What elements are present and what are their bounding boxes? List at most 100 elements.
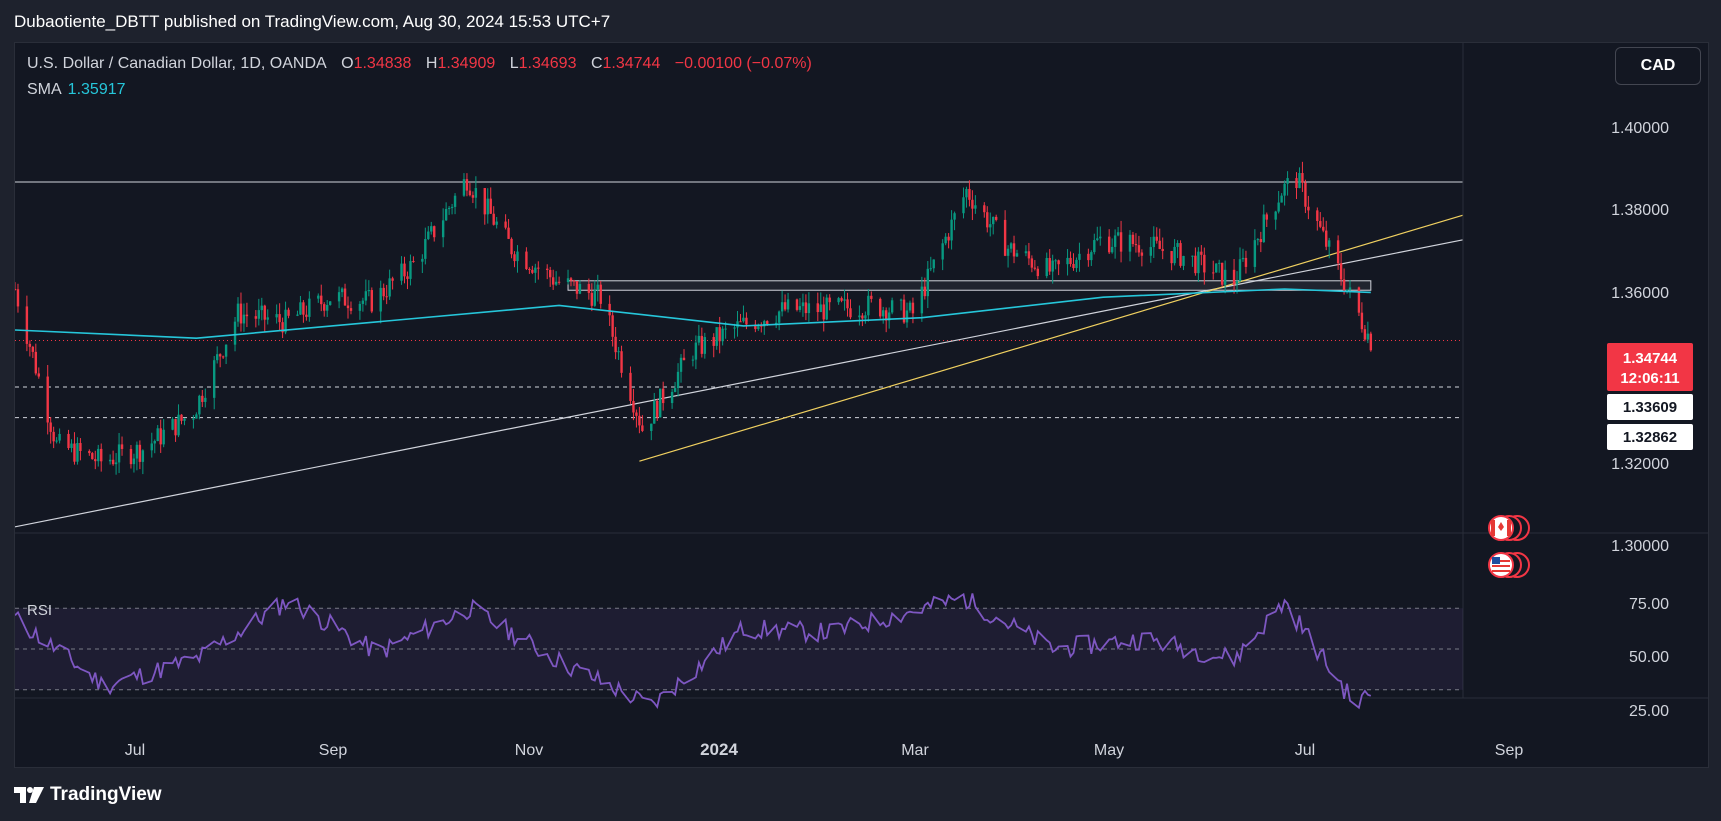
candle-body [1319,221,1322,227]
high-label: H [425,55,438,72]
candle-body [233,321,237,345]
candle-body [370,290,373,312]
candle-body [1161,248,1164,252]
candle-body [548,270,552,278]
price-tick: 1.38000 [1611,202,1669,219]
candle-body [941,243,944,260]
candle-body [141,450,145,462]
candle-body [1012,243,1016,257]
candle-body [1149,247,1153,256]
candle-body [1048,257,1051,272]
candle-body [100,448,103,462]
candle-body [15,289,17,290]
candle-body [474,188,478,198]
candle-body [73,443,76,462]
candle-body [37,373,40,377]
candle-body [486,198,489,215]
candle-body [783,302,787,310]
candle-body [1241,257,1245,260]
candle-body [358,303,362,311]
candle-body [950,219,953,241]
candle-body [224,344,228,357]
candle-body [361,300,365,304]
currency-button[interactable]: CAD [1615,47,1701,85]
candle-body [55,440,58,442]
candle-body [1170,251,1173,264]
candle-body [989,224,992,228]
candle-body [614,336,617,353]
candle-body [724,328,727,330]
candle-body [983,205,986,213]
candle-body [349,308,353,311]
rsi-tick: 75.00 [1629,596,1669,613]
candle-body [1078,253,1081,260]
candle-body [495,221,498,225]
candle-body [171,419,174,430]
candle-body [968,188,971,200]
candle-body [409,261,412,279]
chart-panel[interactable]: U.S. Dollar / Canadian Dollar, 1D, OANDA… [14,42,1709,768]
candle-body [1140,252,1144,256]
candle-body [908,302,912,311]
candle-body [49,422,52,432]
candle-body [31,346,35,352]
candle-body [296,314,299,316]
candle-body [870,295,873,299]
change-value: −0.00100 (−0.07%) [674,55,812,72]
candle-body [650,423,653,431]
canada-flag-icon[interactable] [1488,515,1530,541]
candle-body [25,306,29,344]
candle-body [427,231,430,240]
candle-body [905,310,909,323]
candle-body [1119,232,1123,252]
candle-body [1113,235,1117,247]
candle-body [742,317,745,322]
candle-body [1131,234,1135,245]
candle-body [1345,289,1349,292]
candle-body [221,356,225,358]
candle-body [263,305,266,320]
candle-body [52,431,55,442]
candle-body [403,263,406,277]
candle-body [516,251,519,262]
footer-brand: TradingView [50,784,162,805]
candle-body [46,376,49,423]
candle-body [1137,245,1141,253]
candle-body [302,302,305,315]
candle-body [1357,287,1361,313]
candle-body [1152,236,1155,248]
candle-body [691,359,695,361]
us-flag-icon[interactable] [1488,552,1530,578]
candle-body [676,371,680,389]
candle-body [34,351,38,374]
candle-body [1304,182,1307,207]
candle-body [926,268,930,297]
candle-body [736,321,739,328]
candle-body [1262,214,1265,243]
price-chart[interactable]: 1.40000 1.38000 1.36000 1.32000 1.30000 … [15,43,1708,767]
candle-body [441,220,445,238]
time-tick: Sep [1495,742,1524,759]
candle-body [882,310,885,317]
candle-body [923,286,927,297]
candle-body [1336,240,1340,264]
candle-body [703,337,707,354]
sma-line [15,288,1371,340]
candle-body [807,303,811,314]
candle-body [462,179,466,196]
candle-body [1030,258,1034,268]
candle-body [546,268,549,271]
candle-body [825,297,828,320]
candle-body [343,288,347,306]
candle-body [79,443,82,452]
candle-body [944,236,947,244]
candle-body [58,433,61,441]
tradingview-footer[interactable]: TradingView [14,784,162,806]
open-value: 1.34838 [353,55,412,72]
candle-body [804,302,808,314]
candle-body [670,391,674,404]
candle-body [1194,255,1197,274]
candle-body [1128,234,1132,252]
close-label: C [590,55,603,72]
candle-body [715,327,718,346]
